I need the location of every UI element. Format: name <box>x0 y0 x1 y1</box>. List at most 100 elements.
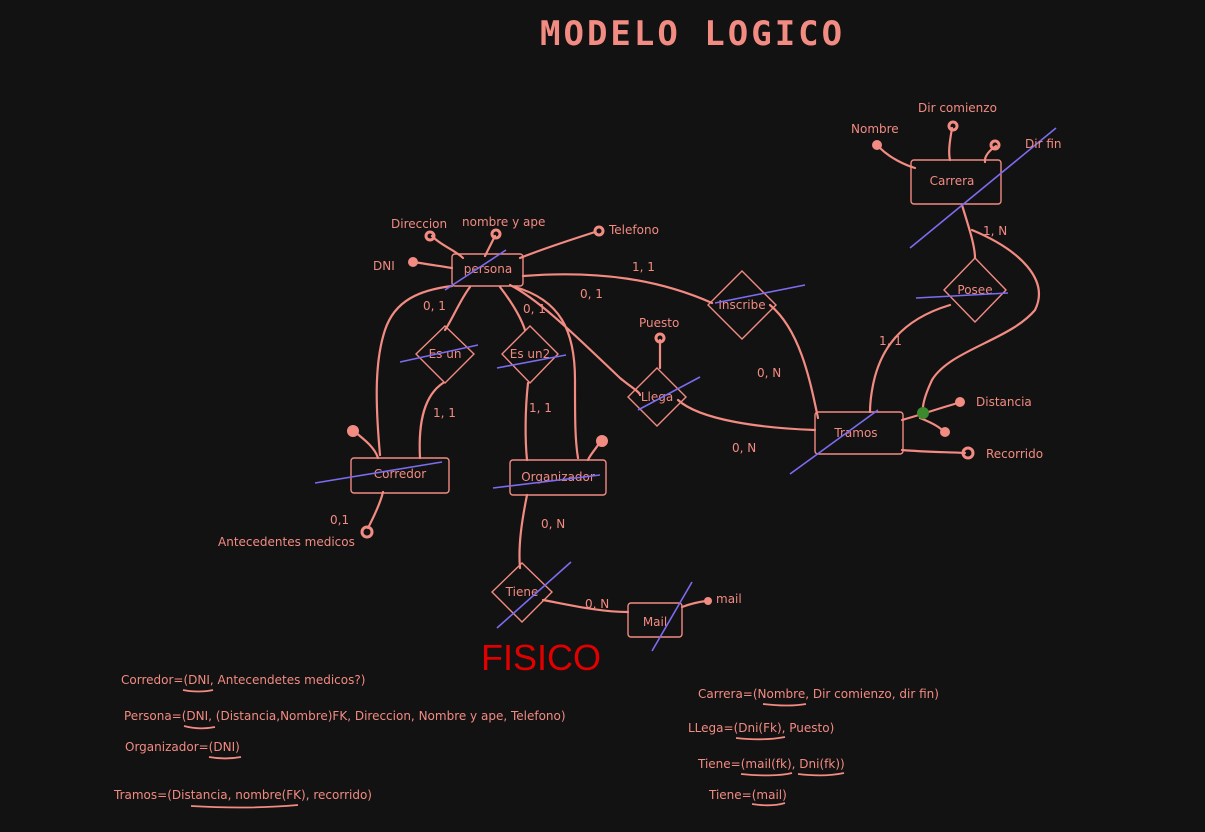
relation-es-un2-label: Es un2 <box>510 347 551 361</box>
relation-tiene[interactable]: Tiene <box>491 561 572 629</box>
line-mail-attr <box>680 599 708 609</box>
line-persona-inscribe <box>521 273 714 305</box>
attr-dirfin-marker <box>989 139 1001 151</box>
entity-carrera[interactable]: Carrera <box>909 127 1057 249</box>
attr-dir-fin-label: Dir fin <box>1025 137 1062 151</box>
card-persona-esun: 0, 1 <box>423 299 446 313</box>
attr-direccion-marker <box>424 230 436 242</box>
relation-posee-label: Posee <box>957 283 992 297</box>
line-esun-corredor <box>418 381 445 460</box>
line-tiene-mail <box>541 598 630 614</box>
relation-llega[interactable]: Llega <box>627 367 701 427</box>
line-carrera-dircomienzo <box>948 126 954 162</box>
relation-posee[interactable]: Posee <box>915 256 1009 324</box>
card-carrera-posee: 1, N <box>983 224 1007 238</box>
card-llega-tramos: 0, N <box>732 441 756 455</box>
attribute-markers <box>347 120 1001 605</box>
attr-direccion-label: Direccion <box>391 217 447 231</box>
line-carrera-posee <box>960 203 977 260</box>
physical-tramos: Tramos=(Distancia, nombre(FK), recorrido… <box>113 788 372 802</box>
attr-dir-comienzo-label: Dir comienzo <box>918 101 997 115</box>
relation-es-un[interactable]: Es un <box>399 325 479 384</box>
line-persona-llega <box>508 283 642 397</box>
card-persona-inscribe: 1, 1 <box>632 260 655 274</box>
line-persona-esun2 <box>498 285 527 332</box>
card-organizador-tiene: 0, N <box>541 517 565 531</box>
entity-corredor[interactable]: Corredor <box>314 457 450 494</box>
line-llega-tramos <box>676 398 817 432</box>
attr-corredor-key-marker <box>347 425 359 437</box>
line-inscribe-tramos <box>768 303 820 420</box>
entity-persona-label: persona <box>464 262 513 276</box>
entity-tramos-label: Tramos <box>833 426 877 440</box>
attr-telefono-marker <box>593 225 605 237</box>
line-tramos-distancia <box>900 401 960 422</box>
attr-puesto-marker <box>654 332 666 344</box>
line-persona-nombre <box>483 234 497 258</box>
line-tramos-recorrido <box>900 448 967 455</box>
cardinality-labels: 1, 1 0, 1 0, 1 0, 1 1, 1 1, 1 0, N 0, N … <box>330 224 1007 611</box>
line-carrera-nombre <box>878 146 917 170</box>
physical-carrera: Carrera=(Nombre, Dir comienzo, dir fin) <box>698 687 939 701</box>
attr-nombre-label: Nombre <box>851 122 899 136</box>
attr-antecedentes-label: Antecedentes medicos <box>218 535 355 549</box>
attr-recorrido-label: Recorrido <box>986 447 1043 461</box>
attr-distancia-key-marker <box>955 397 965 407</box>
relation-llega-label: Llega <box>641 390 673 404</box>
attr-nombre-marker <box>490 228 502 240</box>
physical-tiene: Tiene=(mail(fk), Dni(fk)) <box>697 757 845 771</box>
physical-persona: Persona=(DNI, (Distancia,Nombre)FK, Dire… <box>124 709 566 723</box>
line-organizador-tiene <box>518 493 529 570</box>
attr-telefono-label: Telefono <box>608 223 659 237</box>
line-corredor-attr <box>353 430 380 460</box>
line-persona-corredor-loop <box>375 284 454 457</box>
line-persona-dni <box>412 260 454 270</box>
relation-inscribe-label: Inscribe <box>718 298 765 312</box>
attr-dircomienzo-marker <box>947 120 959 132</box>
relation-inscribe[interactable]: Inscribe <box>707 270 806 340</box>
attr-tramos-key-marker <box>940 427 950 437</box>
relation-tiene-label: Tiene <box>505 585 539 599</box>
card-persona-esun2: 0, 1 <box>523 302 546 316</box>
card-esun2-organizador: 1, 1 <box>529 401 552 415</box>
connector-lines <box>353 126 1040 614</box>
attr-mail-label: mail <box>716 592 742 606</box>
card-posee-tramos: 1, 1 <box>879 334 902 348</box>
entity-organizador-label: Organizador <box>521 470 595 484</box>
entity-mail-label: Mail <box>643 615 667 629</box>
physical-llega: LLega=(Dni(Fk), Puesto) <box>688 721 834 735</box>
card-tiene-mail: 0, N <box>585 597 609 611</box>
line-corredor-antecedentes <box>366 490 385 530</box>
attr-nombre-key-marker <box>872 140 882 150</box>
line-tramos-attr <box>918 416 944 432</box>
physical-organizador: Organizador=(DNI) <box>125 740 240 754</box>
line-posee-tramos <box>868 303 952 414</box>
key-underlines <box>182 689 845 809</box>
entity-organizador[interactable]: Organizador <box>492 459 607 496</box>
attr-dni-key-marker <box>408 257 418 267</box>
attr-recorrido-marker <box>961 446 975 460</box>
entity-carrera-label: Carrera <box>930 174 975 188</box>
line-carrera-tramos-loop <box>921 228 1040 414</box>
line-persona-esun <box>443 285 472 332</box>
line-persona-telefono <box>518 230 597 260</box>
composite-key-dot <box>917 407 929 419</box>
attr-dni-label: DNI <box>373 259 395 273</box>
entity-tramos[interactable]: Tramos <box>789 409 904 475</box>
attr-puesto-label: Puesto <box>639 316 679 330</box>
attribute-labels: Direccion nombre y ape Telefono DNI Nomb… <box>218 101 1062 606</box>
diagram-title: MODELO LOGICO <box>540 14 845 54</box>
entity-persona[interactable]: persona <box>444 249 524 291</box>
card-inscribe-tramos: 0, N <box>757 366 781 380</box>
fisico-title: FISICO <box>481 637 601 678</box>
card-persona-llega: 0, 1 <box>580 287 603 301</box>
line-esun2-organizador <box>524 381 530 462</box>
attr-mail-key-marker <box>704 597 712 605</box>
physical-model-right: Carrera=(Nombre, Dir comienzo, dir fin) … <box>688 687 939 802</box>
card-antecedentes: 0,1 <box>330 513 349 527</box>
relation-es-un2[interactable]: Es un2 <box>496 325 567 385</box>
attr-nombre-y-ape-label: nombre y ape <box>462 215 545 229</box>
entity-mail[interactable]: Mail <box>627 581 693 652</box>
attr-organizador-key-marker <box>596 435 608 447</box>
